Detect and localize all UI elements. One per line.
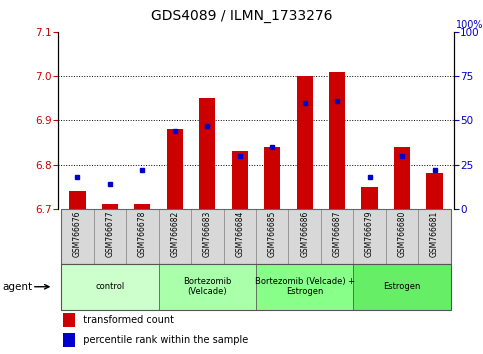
Text: GDS4089 / ILMN_1733276: GDS4089 / ILMN_1733276	[151, 9, 332, 23]
Bar	[354, 209, 386, 264]
Text: GSM766682: GSM766682	[170, 211, 179, 257]
Text: GSM766681: GSM766681	[430, 211, 439, 257]
Bar	[167, 129, 183, 209]
Bar	[256, 209, 288, 264]
Text: GSM766686: GSM766686	[300, 211, 309, 257]
Bar	[199, 98, 215, 209]
Text: Bortezomib (Velcade) +
Estrogen: Bortezomib (Velcade) + Estrogen	[255, 277, 355, 296]
Text: GSM766687: GSM766687	[333, 211, 341, 257]
Bar	[321, 209, 354, 264]
Text: GSM766685: GSM766685	[268, 211, 277, 257]
Bar	[297, 76, 313, 209]
Text: Estrogen: Estrogen	[384, 282, 421, 291]
Text: GSM766680: GSM766680	[398, 211, 407, 257]
Bar	[61, 264, 158, 310]
Text: Bortezomib
(Velcade): Bortezomib (Velcade)	[183, 277, 231, 296]
Bar	[61, 209, 94, 264]
Bar	[418, 209, 451, 264]
Bar	[158, 264, 256, 310]
Text: transformed count: transformed count	[77, 315, 174, 325]
Bar	[329, 72, 345, 209]
Bar	[426, 173, 442, 209]
Bar	[126, 209, 158, 264]
Bar	[256, 264, 354, 310]
Text: GSM766676: GSM766676	[73, 211, 82, 257]
Text: agent: agent	[2, 282, 32, 292]
Text: control: control	[95, 282, 125, 291]
Text: GSM766683: GSM766683	[203, 211, 212, 257]
Bar	[394, 147, 410, 209]
Text: GSM766678: GSM766678	[138, 211, 147, 257]
Text: percentile rank within the sample: percentile rank within the sample	[77, 335, 249, 345]
Bar	[224, 209, 256, 264]
Bar	[386, 209, 418, 264]
Bar	[288, 209, 321, 264]
Bar	[361, 187, 378, 209]
Bar	[158, 209, 191, 264]
Bar	[232, 152, 248, 209]
Text: GSM766684: GSM766684	[235, 211, 244, 257]
Text: GSM766677: GSM766677	[105, 211, 114, 257]
Bar	[134, 205, 151, 209]
Bar	[191, 209, 224, 264]
Bar	[70, 191, 85, 209]
Text: GSM766679: GSM766679	[365, 211, 374, 257]
Bar	[94, 209, 126, 264]
Bar	[354, 264, 451, 310]
Bar	[102, 205, 118, 209]
Text: 100%: 100%	[456, 20, 483, 30]
Bar	[264, 147, 280, 209]
